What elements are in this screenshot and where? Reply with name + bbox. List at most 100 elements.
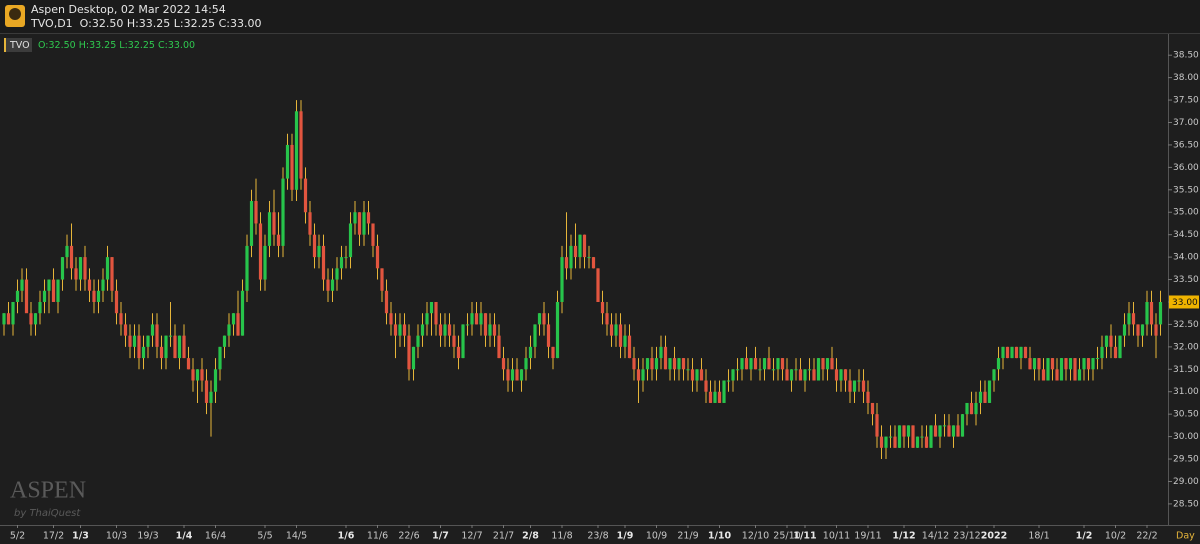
candle-body xyxy=(65,245,69,258)
candle-body xyxy=(956,425,960,437)
candle-body xyxy=(654,358,659,370)
candle-body xyxy=(69,245,74,269)
candle-body xyxy=(713,391,717,403)
y-tick-label: 33.50 xyxy=(1173,275,1199,285)
candle-body xyxy=(771,369,776,371)
y-tick-label: 35.00 xyxy=(1173,208,1199,218)
candle-body xyxy=(542,313,546,325)
candle-body xyxy=(83,257,87,280)
x-tick-label: 17/2 xyxy=(43,531,64,542)
candle-body xyxy=(587,257,591,259)
candle-body xyxy=(852,380,857,392)
candle-body xyxy=(726,380,731,382)
candle-body xyxy=(722,380,726,403)
x-tick-label: 5/5 xyxy=(257,531,272,542)
candle-body xyxy=(483,313,488,336)
candle-body xyxy=(569,245,573,269)
candle-body xyxy=(524,358,528,370)
x-tick-label: 2022 xyxy=(981,531,1007,542)
candle-body xyxy=(1064,358,1068,370)
candle-body xyxy=(969,402,974,415)
candle-body xyxy=(1028,358,1032,370)
candle-body xyxy=(92,290,96,302)
candle-body xyxy=(330,279,335,291)
candle-body xyxy=(1041,369,1046,381)
x-tick-label: 23/12 xyxy=(953,531,980,542)
candle-body xyxy=(744,358,749,370)
candle-body xyxy=(573,245,578,258)
y-tick-label: 38.00 xyxy=(1173,73,1199,83)
candle-body xyxy=(74,268,78,280)
y-tick-label: 32.50 xyxy=(1173,320,1199,330)
x-tick-label: 19/3 xyxy=(137,531,158,542)
x-tick-label: 10/11 xyxy=(823,531,850,542)
candle-body xyxy=(506,369,510,381)
candle-body xyxy=(848,380,852,392)
candle-body xyxy=(357,212,362,235)
candle-body xyxy=(1077,369,1082,381)
x-tick-label: 11/6 xyxy=(367,531,388,542)
candle-body xyxy=(780,358,785,370)
x-tick-label: 25/10 xyxy=(773,531,800,542)
candle-body xyxy=(380,268,384,291)
legend-ohlc: O:32.50 H:33.25 L:32.25 C:33.00 xyxy=(38,40,195,51)
candle-body xyxy=(758,369,762,371)
candle-body xyxy=(645,358,650,370)
candle-body xyxy=(528,346,533,359)
candle-body xyxy=(56,279,60,302)
candle-body xyxy=(1037,358,1041,370)
candle-body xyxy=(992,369,996,381)
candle-body xyxy=(1122,324,1127,336)
y-tick-label: 37.00 xyxy=(1173,118,1199,128)
candle-body xyxy=(123,324,128,336)
candle-body xyxy=(119,313,123,325)
candle-body xyxy=(420,324,425,336)
candle-body xyxy=(560,257,564,302)
candle-body xyxy=(672,358,677,370)
candle-body xyxy=(429,301,434,314)
candle-body xyxy=(893,436,897,448)
candle-body xyxy=(209,391,213,403)
candle-body xyxy=(173,335,177,359)
candle-body xyxy=(96,290,101,302)
candle-body xyxy=(11,301,15,325)
candle-body xyxy=(614,324,618,336)
candle-body xyxy=(812,369,816,381)
candle-body xyxy=(717,391,722,403)
candle-body xyxy=(1086,358,1091,370)
candle-body xyxy=(974,402,978,415)
candle-body xyxy=(794,369,798,371)
candle-body xyxy=(168,335,173,337)
y-tick-label: 30.50 xyxy=(1173,410,1199,420)
candle-body xyxy=(240,290,245,336)
candle-body xyxy=(1014,346,1019,359)
candle-body xyxy=(213,369,218,392)
candle-body xyxy=(87,279,92,291)
candle-body xyxy=(1019,346,1023,359)
candle-body xyxy=(731,369,735,381)
candle-body xyxy=(1154,324,1158,336)
candle-body xyxy=(546,324,551,347)
candle-body xyxy=(627,335,632,359)
x-tick-label: 2/8 xyxy=(522,531,539,542)
x-tick-label: 1/3 xyxy=(72,531,89,542)
candle-body xyxy=(1073,358,1077,381)
candle-body xyxy=(407,335,411,370)
candle-body xyxy=(830,358,834,370)
candle-body xyxy=(870,402,875,415)
candle-body xyxy=(659,346,663,359)
candle-body xyxy=(231,313,236,325)
candle-body xyxy=(533,324,537,347)
candle-body xyxy=(704,380,708,392)
candle-body xyxy=(803,369,807,381)
candle-body xyxy=(191,369,195,381)
candle-body xyxy=(195,369,200,381)
x-tick-label: 1/12 xyxy=(892,531,915,542)
x-tick-label: 10/9 xyxy=(646,531,667,542)
timeframe-label[interactable]: Day xyxy=(1176,531,1195,542)
candle-body xyxy=(951,425,956,437)
candle-body xyxy=(335,268,339,280)
candle-body xyxy=(798,369,803,381)
candle-body xyxy=(537,313,542,325)
candle-body xyxy=(843,369,848,381)
